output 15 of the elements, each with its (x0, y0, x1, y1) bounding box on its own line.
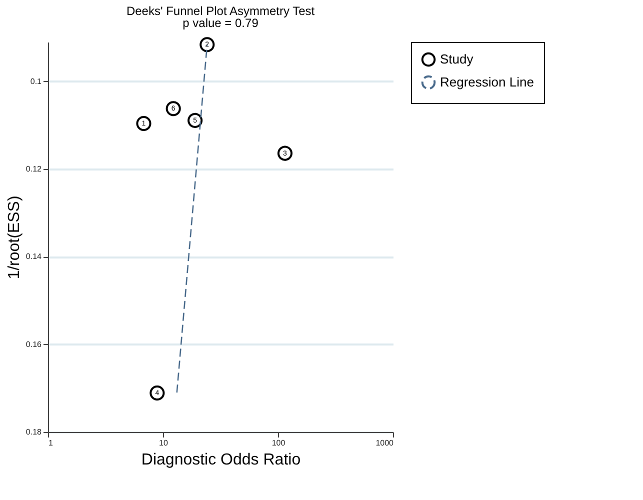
chart-subtitle: p value = 0.79 (182, 16, 259, 30)
x-tick-label: 1000 (376, 438, 394, 448)
legend-label: Regression Line (440, 74, 534, 90)
chart-title: Deeks' Funnel Plot Asymmetry Test (126, 4, 316, 18)
y-axis-title: 1/root(ESS) (6, 196, 23, 280)
y-tick-label: 0.16 (26, 340, 42, 349)
y-tick-label: 0.14 (26, 252, 42, 262)
x-tick-label: 10 (159, 438, 168, 448)
y-tick-label: 0.18 (26, 428, 42, 436)
x-tick-label: 1 (48, 438, 54, 448)
legend-label: Study (440, 52, 474, 66)
y-tick-label: 0.12 (26, 164, 42, 174)
x-axis-title: Diagnostic Odds Ratio (141, 452, 301, 468)
x-tick-label: 100 (272, 438, 286, 448)
y-tick-label: 0.1 (30, 76, 42, 86)
